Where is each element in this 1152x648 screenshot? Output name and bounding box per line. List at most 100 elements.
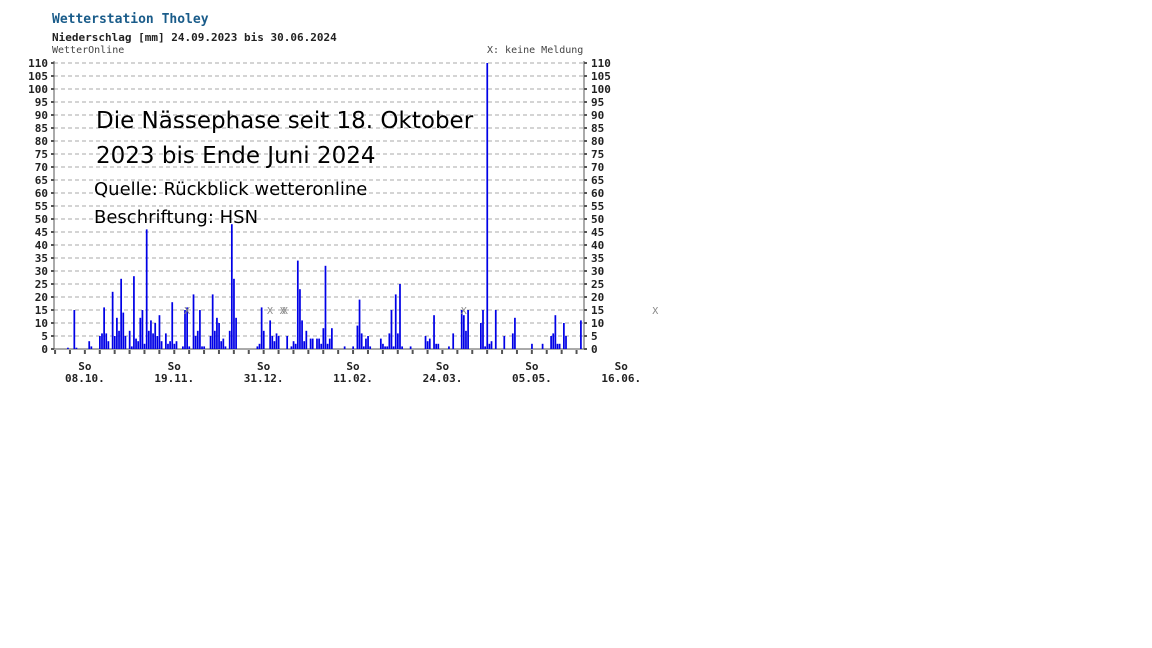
precip-bar bbox=[482, 310, 484, 349]
y-tick-label-left: 60 bbox=[35, 187, 48, 200]
precip-bar bbox=[299, 289, 301, 349]
precip-bar bbox=[135, 338, 137, 349]
y-tick-label-right: 25 bbox=[591, 278, 604, 291]
precip-bar bbox=[320, 343, 323, 349]
y-tick-label-right: 15 bbox=[591, 304, 604, 317]
precip-bar bbox=[322, 328, 325, 349]
missing-marker: X bbox=[267, 306, 273, 317]
precip-bar bbox=[309, 338, 312, 349]
precip-bar bbox=[147, 330, 150, 349]
annotation-source: Quelle: Rückblick wetteronline bbox=[94, 179, 368, 200]
y-tick-label-left: 5 bbox=[41, 330, 48, 343]
precip-bar bbox=[196, 330, 199, 349]
precip-bar bbox=[133, 276, 135, 349]
precip-bar bbox=[399, 284, 401, 349]
precip-bar bbox=[235, 317, 237, 349]
precip-bar bbox=[120, 278, 123, 349]
precip-bar bbox=[182, 346, 184, 349]
precip-bar bbox=[160, 341, 163, 349]
precip-bar bbox=[167, 343, 169, 349]
precip-bar bbox=[216, 317, 218, 349]
y-tick-label-right: 70 bbox=[591, 161, 604, 174]
precip-bar bbox=[437, 343, 440, 349]
precip-bar bbox=[424, 336, 427, 349]
y-tick-label-right: 75 bbox=[591, 148, 604, 161]
precip-bar bbox=[128, 330, 131, 349]
precip-bar bbox=[262, 330, 265, 349]
precip-bar bbox=[98, 336, 101, 349]
x-tick-weekday: So bbox=[436, 360, 450, 373]
precip-bar bbox=[90, 346, 93, 349]
y-tick-label-right: 60 bbox=[591, 187, 604, 200]
precip-bar bbox=[452, 333, 455, 349]
precip-bar bbox=[362, 346, 365, 349]
precip-bar bbox=[211, 294, 214, 349]
y-tick-label-right: 85 bbox=[591, 122, 604, 135]
precip-bar bbox=[103, 307, 105, 349]
y-tick-label-left: 65 bbox=[35, 174, 48, 187]
y-tick-label-right: 105 bbox=[591, 70, 611, 83]
y-tick-label-right: 0 bbox=[591, 343, 598, 356]
precip-bar bbox=[233, 278, 235, 349]
y-tick-label-left: 25 bbox=[35, 278, 48, 291]
precip-bar bbox=[224, 346, 227, 349]
precip-bar bbox=[541, 343, 544, 349]
precip-bar bbox=[433, 315, 435, 349]
precip-bar bbox=[554, 315, 557, 349]
y-tick-label-left: 75 bbox=[35, 148, 48, 161]
y-tick-label-left: 90 bbox=[35, 109, 48, 122]
precip-bar bbox=[565, 336, 567, 349]
precip-bar bbox=[277, 336, 280, 349]
y-tick-label-right: 65 bbox=[591, 174, 604, 187]
precip-bar bbox=[324, 265, 327, 349]
precip-bar bbox=[580, 320, 582, 349]
precip-bar bbox=[494, 310, 497, 349]
precip-bar bbox=[356, 325, 359, 349]
precip-bar bbox=[141, 310, 144, 349]
y-tick-label-right: 90 bbox=[591, 109, 604, 122]
precip-bar bbox=[552, 333, 555, 349]
precip-bar bbox=[401, 346, 403, 349]
y-tick-label-right: 10 bbox=[591, 317, 604, 330]
precip-bar bbox=[213, 330, 216, 349]
precip-bar bbox=[137, 341, 140, 349]
missing-marker: X bbox=[184, 306, 190, 317]
x-tick-weekday: So bbox=[168, 360, 182, 373]
precip-bar bbox=[156, 336, 159, 349]
precip-bar bbox=[199, 310, 201, 349]
precip-bar bbox=[360, 333, 363, 349]
precip-bar bbox=[394, 294, 397, 349]
precip-bar bbox=[169, 341, 171, 349]
source-label: WetterOnline bbox=[52, 45, 125, 56]
precip-bar bbox=[460, 310, 463, 349]
y-tick-label-left: 80 bbox=[35, 135, 48, 148]
y-tick-label-left: 30 bbox=[35, 265, 48, 278]
x-tick-date: 05.05. bbox=[512, 372, 552, 385]
precip-bar bbox=[203, 346, 206, 349]
precip-bar bbox=[326, 343, 329, 349]
precip-bar bbox=[143, 343, 146, 349]
precip-bar bbox=[118, 330, 120, 349]
y-tick-label-left: 40 bbox=[35, 239, 48, 252]
precip-bar bbox=[184, 310, 186, 349]
precip-bar bbox=[379, 338, 382, 349]
precip-bar bbox=[111, 291, 114, 349]
precip-bar bbox=[258, 343, 261, 349]
precip-bar bbox=[480, 323, 482, 349]
y-tick-label-left: 70 bbox=[35, 161, 48, 174]
y-tick-label-right: 40 bbox=[591, 239, 604, 252]
y-tick-label-right: 5 bbox=[591, 330, 598, 343]
precip-bar bbox=[175, 341, 178, 349]
precip-bar bbox=[367, 336, 369, 349]
precip-bar bbox=[124, 336, 127, 349]
precip-bar bbox=[388, 333, 391, 349]
precip-bar bbox=[488, 343, 491, 349]
precip-bar bbox=[556, 343, 559, 349]
precip-bar bbox=[301, 320, 303, 349]
precip-bar bbox=[328, 338, 331, 349]
precip-bar bbox=[382, 343, 384, 349]
y-tick-label-left: 20 bbox=[35, 291, 48, 304]
precip-bar bbox=[369, 346, 372, 349]
precip-bar bbox=[465, 330, 467, 349]
